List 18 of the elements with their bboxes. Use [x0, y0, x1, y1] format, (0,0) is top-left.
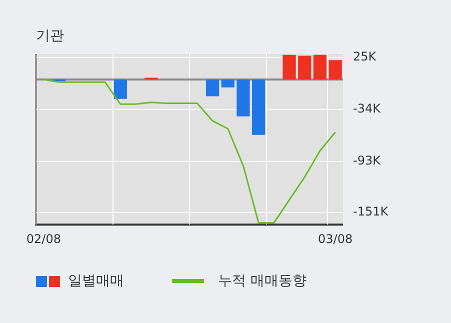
x-tick-label: 03/08 — [318, 232, 353, 246]
legend-label: 일별매매 — [68, 272, 124, 290]
legend-label: 누적 매매동향 — [218, 272, 306, 290]
bar — [236, 80, 250, 116]
bar — [282, 54, 296, 80]
bar — [298, 56, 312, 80]
bar — [114, 80, 127, 99]
bar — [328, 60, 342, 80]
x-tick-label: 02/08 — [26, 232, 61, 246]
y-tick-label: 25K — [353, 50, 378, 64]
y-tick-label: -34K — [353, 102, 382, 116]
bar — [313, 54, 327, 80]
bar — [221, 80, 234, 88]
bar — [252, 80, 266, 135]
y-tick-label: -151K — [353, 204, 390, 218]
bar — [206, 80, 220, 96]
y-tick-label: -93K — [353, 153, 382, 168]
chart-title: 기관 — [36, 27, 64, 45]
